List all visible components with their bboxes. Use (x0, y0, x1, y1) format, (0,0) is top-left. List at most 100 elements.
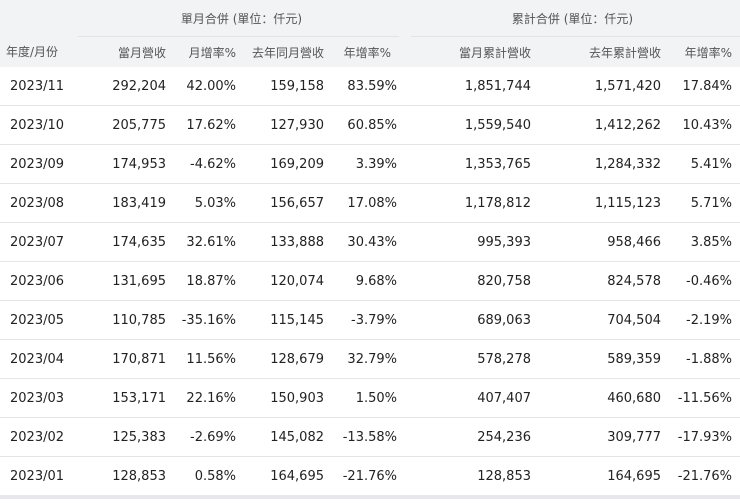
last-year-cumulative-cell: 958,466 (539, 222, 669, 262)
column-header-last-year-monthly: 去年同月營收 (244, 36, 332, 67)
column-header-period: 年度/月份 (0, 36, 78, 67)
cumulative-yoy-cell: 5.41% (669, 144, 740, 184)
period-cell: 2023/10 (0, 105, 78, 145)
monthly-revenue-cell: 183,419 (78, 183, 174, 223)
period-cell: 2023/09 (0, 144, 78, 184)
table-row: 2023/05 110,785 -35.16% 115,145 -3.79% 689,06… (0, 300, 740, 340)
period-cell: 2023/02 (0, 417, 78, 457)
table-row: 2023/07 174,635 32.61% 133,888 30.43% 995,393… (0, 222, 740, 262)
last-year-cumulative-cell: 309,777 (539, 417, 669, 457)
mom-growth-cell: -4.62% (174, 144, 244, 184)
table-body: 2023/11 292,204 42.00% 159,158 83.59% 1,851,7… (0, 67, 740, 499)
last-year-monthly-cell: 169,209 (244, 144, 332, 184)
cumulative-yoy-cell: -17.93% (669, 417, 740, 457)
mom-growth-cell: 17.62% (174, 105, 244, 145)
column-header-row: 年度/月份 當月營收 月增率% 去年同月營收 年增率% 當月累計營收 去年累計營… (0, 36, 740, 67)
monthly-revenue-cell: 174,953 (78, 144, 174, 184)
period-cell: 2023/04 (0, 339, 78, 379)
yoy-growth-cell: 32.79% (332, 339, 405, 379)
column-header-cumulative-revenue: 當月累計營收 (399, 36, 539, 67)
period-cell: 2023/01 (0, 456, 78, 499)
period-cell: 2023/11 (0, 67, 78, 106)
yoy-growth-cell: 83.59% (332, 67, 405, 106)
last-year-cumulative-cell: 1,284,332 (539, 144, 669, 184)
last-year-monthly-cell: 159,158 (244, 67, 332, 106)
table-row: 2023/10 205,775 17.62% 127,930 60.85% 1,559,5… (0, 105, 740, 145)
period-cell: 2023/08 (0, 183, 78, 223)
yoy-growth-cell: 3.39% (332, 144, 405, 184)
yoy-growth-cell: 30.43% (332, 222, 405, 262)
table-row: 2023/04 170,871 11.56% 128,679 32.79% 578,278… (0, 339, 740, 379)
last-year-monthly-cell: 156,657 (244, 183, 332, 223)
period-cell: 2023/03 (0, 378, 78, 418)
period-cell: 2023/07 (0, 222, 78, 262)
table-row: 2023/11 292,204 42.00% 159,158 83.59% 1,851,7… (0, 67, 740, 106)
last-year-monthly-cell: 127,930 (244, 105, 332, 145)
last-year-monthly-cell: 150,903 (244, 378, 332, 418)
last-year-cumulative-cell: 704,504 (539, 300, 669, 340)
monthly-revenue-cell: 153,171 (78, 378, 174, 418)
column-header-mom-growth: 月增率% (174, 36, 244, 67)
table-row: 2023/09 174,953 -4.62% 169,209 3.39% 1,353,76… (0, 144, 740, 184)
last-year-monthly-cell: 120,074 (244, 261, 332, 301)
cumulative-yoy-cell: -1.88% (669, 339, 740, 379)
last-year-monthly-cell: 164,695 (244, 456, 332, 499)
monthly-group-header: 單月合併 (單位：仟元) (78, 0, 405, 37)
table-row: 2023/06 131,695 18.87% 120,074 9.68% 820,758 8… (0, 261, 740, 301)
cumulative-revenue-cell: 820,758 (405, 261, 539, 301)
cumulative-revenue-cell: 407,407 (405, 378, 539, 418)
mom-growth-cell: 11.56% (174, 339, 244, 379)
cumulative-yoy-cell: -2.19% (669, 300, 740, 340)
yoy-growth-cell: -13.58% (332, 417, 405, 457)
last-year-monthly-cell: 115,145 (244, 300, 332, 340)
yoy-growth-cell: 9.68% (332, 261, 405, 301)
cumulative-revenue-cell: 995,393 (405, 222, 539, 262)
cumulative-revenue-cell: 254,236 (405, 417, 539, 457)
cumulative-yoy-cell: -21.76% (669, 456, 740, 499)
group-header-row: 單月合併 (單位：仟元) 累計合併 (單位：仟元) (0, 0, 740, 37)
cumulative-yoy-cell: 3.85% (669, 222, 740, 262)
cumulative-revenue-cell: 1,178,812 (405, 183, 539, 223)
cumulative-yoy-cell: 10.43% (669, 105, 740, 145)
monthly-revenue-cell: 125,383 (78, 417, 174, 457)
table-row: 2023/08 183,419 5.03% 156,657 17.08% 1,178,81… (0, 183, 740, 223)
yoy-growth-cell: -3.79% (332, 300, 405, 340)
cumulative-revenue-cell: 689,063 (405, 300, 539, 340)
mom-growth-cell: 18.87% (174, 261, 244, 301)
period-cell: 2023/06 (0, 261, 78, 301)
cumulative-yoy-cell: -11.56% (669, 378, 740, 418)
monthly-revenue-cell: 170,871 (78, 339, 174, 379)
last-year-monthly-cell: 133,888 (244, 222, 332, 262)
table-row: 2023/02 125,383 -2.69% 145,082 -13.58% 254,23… (0, 417, 740, 457)
last-year-cumulative-cell: 1,412,262 (539, 105, 669, 145)
last-year-monthly-cell: 128,679 (244, 339, 332, 379)
yoy-growth-cell: 17.08% (332, 183, 405, 223)
mom-growth-cell: -35.16% (174, 300, 244, 340)
table-header: 單月合併 (單位：仟元) 累計合併 (單位：仟元) 年度/月份 當月營收 月增率… (0, 0, 740, 67)
yoy-growth-cell: 1.50% (332, 378, 405, 418)
mom-growth-cell: 42.00% (174, 67, 244, 106)
monthly-revenue-cell: 205,775 (78, 105, 174, 145)
cumulative-yoy-cell: -0.46% (669, 261, 740, 301)
period-cell: 2023/05 (0, 300, 78, 340)
monthly-revenue-cell: 292,204 (78, 67, 174, 106)
column-header-last-year-cumulative: 去年累計營收 (539, 36, 669, 67)
column-header-yoy-growth: 年增率% (332, 36, 405, 67)
cumulative-group-header: 累計合併 (單位：仟元) (405, 0, 740, 37)
cumulative-revenue-cell: 578,278 (405, 339, 539, 379)
monthly-revenue-cell: 128,853 (78, 456, 174, 499)
table-row: 2023/03 153,171 22.16% 150,903 1.50% 407,407 4… (0, 378, 740, 418)
cumulative-revenue-cell: 1,559,540 (405, 105, 539, 145)
cumulative-yoy-cell: 5.71% (669, 183, 740, 223)
cumulative-revenue-cell: 128,853 (405, 456, 539, 499)
monthly-revenue-cell: 110,785 (78, 300, 174, 340)
last-year-cumulative-cell: 1,571,420 (539, 67, 669, 106)
table-row: 2023/01 128,853 0.58% 164,695 -21.76% 128,853… (0, 456, 740, 499)
monthly-revenue-cell: 174,635 (78, 222, 174, 262)
monthly-revenue-cell: 131,695 (78, 261, 174, 301)
mom-growth-cell: 0.58% (174, 456, 244, 499)
last-year-cumulative-cell: 460,680 (539, 378, 669, 418)
mom-growth-cell: -2.69% (174, 417, 244, 457)
cumulative-revenue-cell: 1,851,744 (405, 67, 539, 106)
